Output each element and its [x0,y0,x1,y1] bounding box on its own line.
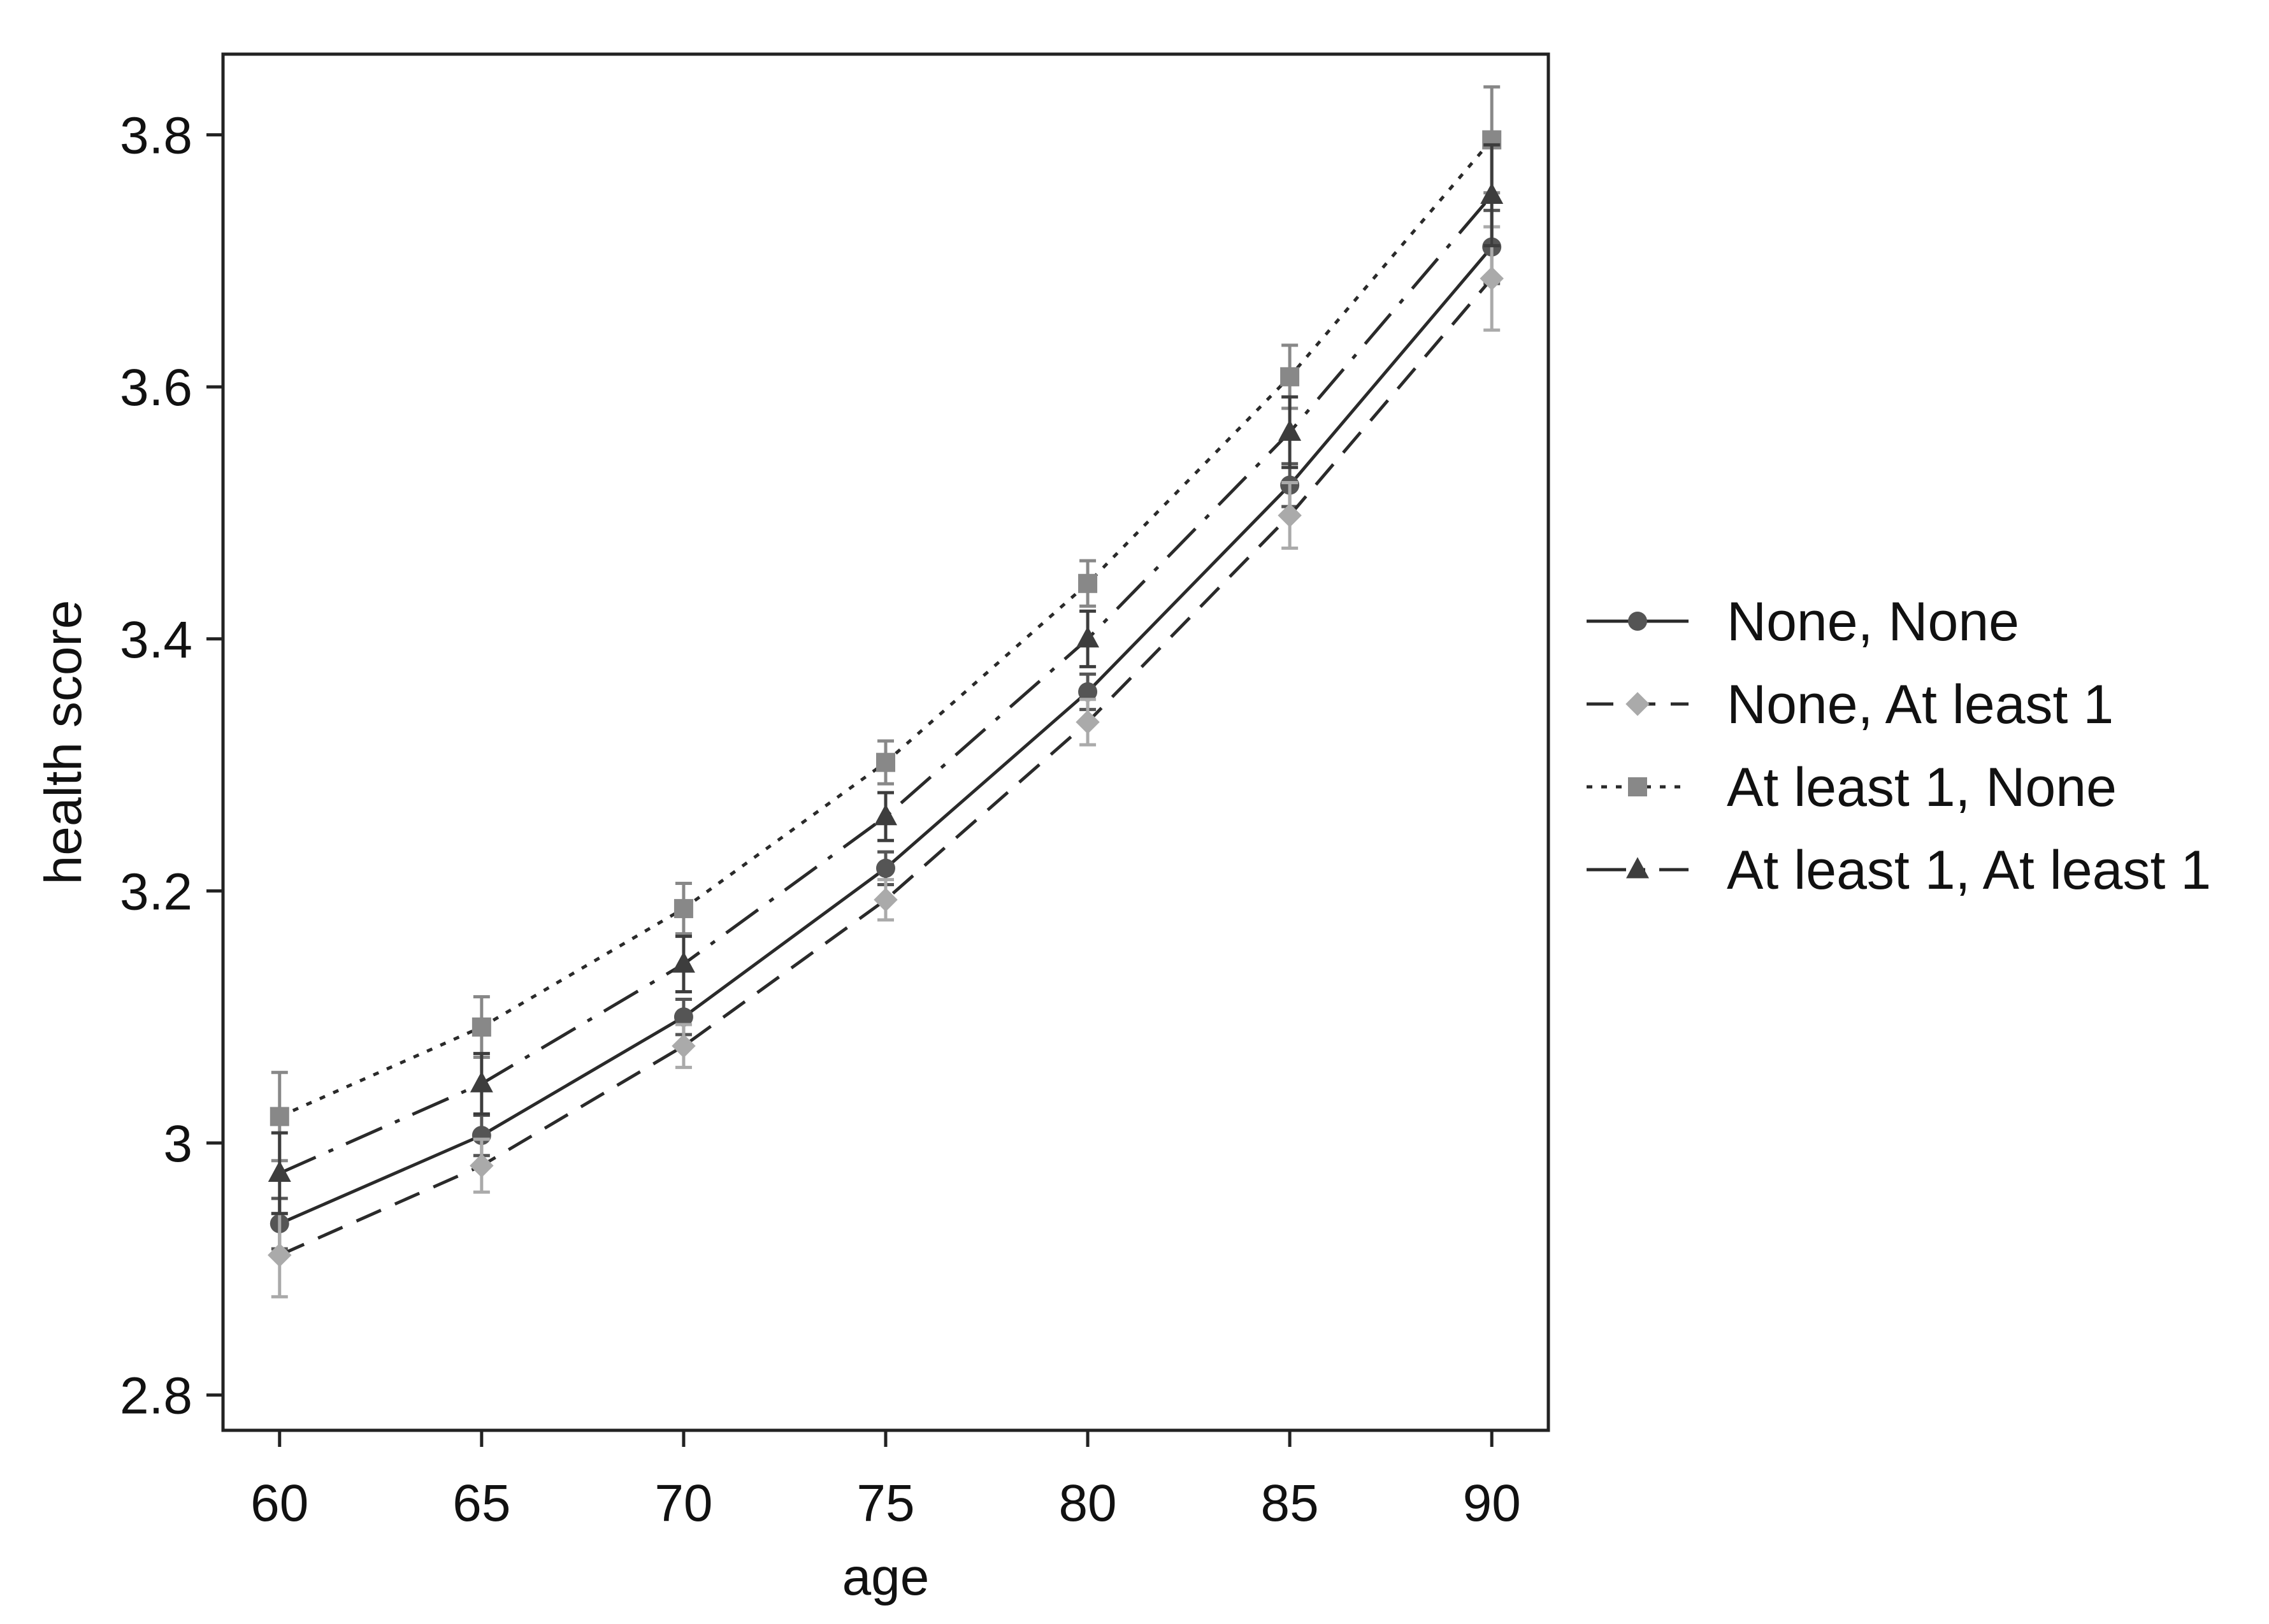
square-marker [1628,777,1647,796]
square-marker [1078,573,1098,593]
diamond-marker [1076,710,1100,735]
circle-marker [1078,682,1098,701]
x-tick-label: 65 [452,1474,510,1532]
x-axis-title: age [842,1548,930,1606]
y-tick-label: 2.8 [120,1367,192,1425]
x-axis: 60 65 70 75 80 85 90 [250,1430,1521,1532]
x-tick-label: 60 [250,1474,308,1532]
series-group [268,143,1504,1216]
circle-marker [876,858,895,878]
legend-label: None, None [1727,591,2019,652]
circle-marker [673,1007,693,1027]
legend: None, None None, At least 1 At least 1, No… [1587,591,2211,901]
triangle-marker [1278,419,1302,441]
diamond-marker [470,1153,494,1178]
triangle-marker [672,951,695,973]
triangle-marker [874,803,897,826]
y-tick-label: 3.2 [120,863,192,921]
y-axis: 2.8 3 3.2 3.4 3.6 3.8 [120,107,223,1425]
series-group [270,85,1502,1163]
diamond-marker [1625,692,1650,716]
series-group [268,225,1504,1298]
legend-label: At least 1, At least 1 [1727,840,2211,901]
diamond-marker [268,1243,292,1267]
diamond-marker [1278,503,1302,528]
diamond-marker [1480,266,1504,291]
x-tick-label: 85 [1261,1474,1319,1532]
square-marker [1280,367,1300,387]
square-marker [472,1017,491,1037]
triangle-marker [268,1160,291,1182]
y-tick-label: 3.6 [120,359,192,417]
x-tick-label: 75 [856,1474,914,1532]
square-marker [270,1107,289,1126]
legend-label: At least 1, None [1727,757,2117,818]
series-layer [268,85,1504,1298]
y-tick-label: 3 [163,1115,192,1173]
triangle-marker [1480,182,1504,205]
x-tick-label: 90 [1463,1474,1521,1532]
triangle-marker [470,1071,493,1093]
triangle-marker [1626,857,1649,879]
square-marker [673,899,693,919]
square-marker [876,752,895,772]
legend-label: None, At least 1 [1727,674,2114,735]
x-tick-label: 80 [1058,1474,1116,1532]
diamond-marker [874,887,898,912]
diamond-marker [672,1033,696,1058]
triangle-marker [1076,626,1100,648]
y-tick-label: 3.4 [120,611,192,669]
y-axis-title: health score [34,600,92,885]
y-tick-label: 3.8 [120,107,192,165]
x-tick-label: 70 [654,1474,712,1532]
circle-marker [1628,612,1647,631]
